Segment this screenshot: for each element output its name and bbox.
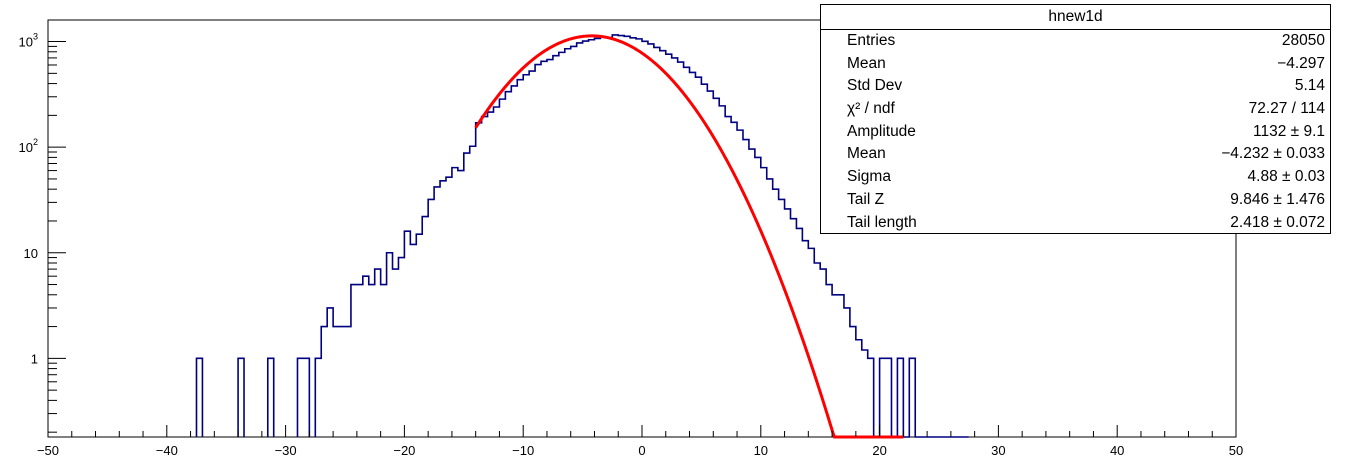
stats-value: 1132 ± 9.1 [1253, 122, 1325, 140]
stats-row: Entries 28050 [821, 30, 1330, 53]
stats-value: 2.418 ± 0.072 [1230, 213, 1325, 231]
x-tick-label: −50 [37, 443, 59, 458]
y-tick-label: 10 [24, 246, 38, 261]
stats-title: hnew1d [821, 5, 1330, 30]
y-tick-label: 102 [19, 137, 38, 155]
stats-key: Entries [847, 32, 896, 49]
stats-row: Tail Z 9.846 ± 1.476 [821, 189, 1330, 212]
x-tick-label: −10 [512, 443, 534, 458]
x-tick-label: −20 [393, 443, 415, 458]
stats-value: 9.846 ± 1.476 [1230, 190, 1325, 208]
stats-row: Mean −4.232 ± 0.033 [821, 143, 1330, 166]
fit-curve [474, 34, 904, 439]
stats-key: Sigma [847, 168, 891, 186]
stats-value: 4.88 ± 0.03 [1247, 168, 1325, 186]
stats-key: χ² / ndf [847, 100, 895, 118]
stats-row: χ² / ndf 72.27 / 114 [821, 98, 1330, 121]
x-tick-label: 50 [1229, 443, 1243, 458]
stats-row: Amplitude 1132 ± 9.1 [821, 121, 1330, 144]
stats-row: Sigma 4.88 ± 0.03 [821, 166, 1330, 189]
x-tick-label: −40 [156, 443, 178, 458]
stats-key: Tail Z [847, 190, 885, 208]
stats-value: 72.27 / 114 [1248, 100, 1325, 118]
stats-key: Std Dev [847, 77, 903, 95]
stats-key: Amplitude [847, 122, 916, 140]
stats-row: Mean −4.297 [821, 53, 1330, 76]
histogram-series [195, 34, 969, 438]
stats-box: hnew1d Entries 28050 Mean −4.297 Std Dev 5.14… [820, 4, 1331, 234]
x-tick-label: 0 [638, 443, 645, 458]
x-tick-label: 40 [1110, 443, 1124, 458]
y-tick-label: 103 [19, 32, 38, 50]
stats-value: −4.297 [1277, 54, 1325, 72]
x-tick-label: 20 [872, 443, 886, 458]
x-tick-label: −30 [275, 443, 297, 458]
x-tick-label: 30 [991, 443, 1005, 458]
x-tick-label: 10 [754, 443, 768, 458]
y-tick-label: 1 [31, 351, 38, 366]
stats-value: 28050 [1281, 32, 1325, 49]
stats-key: Tail length [847, 213, 917, 231]
stats-key: Mean [847, 54, 886, 72]
stats-value: 5.14 [1294, 77, 1325, 95]
stats-rows: Entries 28050 Mean −4.297 Std Dev 5.14 χ² / nd… [821, 30, 1330, 234]
stats-row: Std Dev 5.14 [821, 75, 1330, 98]
stats-key: Mean [847, 145, 886, 163]
stats-value: −4.232 ± 0.033 [1221, 145, 1325, 163]
stats-row: Tail length 2.418 ± 0.072 [821, 212, 1330, 235]
